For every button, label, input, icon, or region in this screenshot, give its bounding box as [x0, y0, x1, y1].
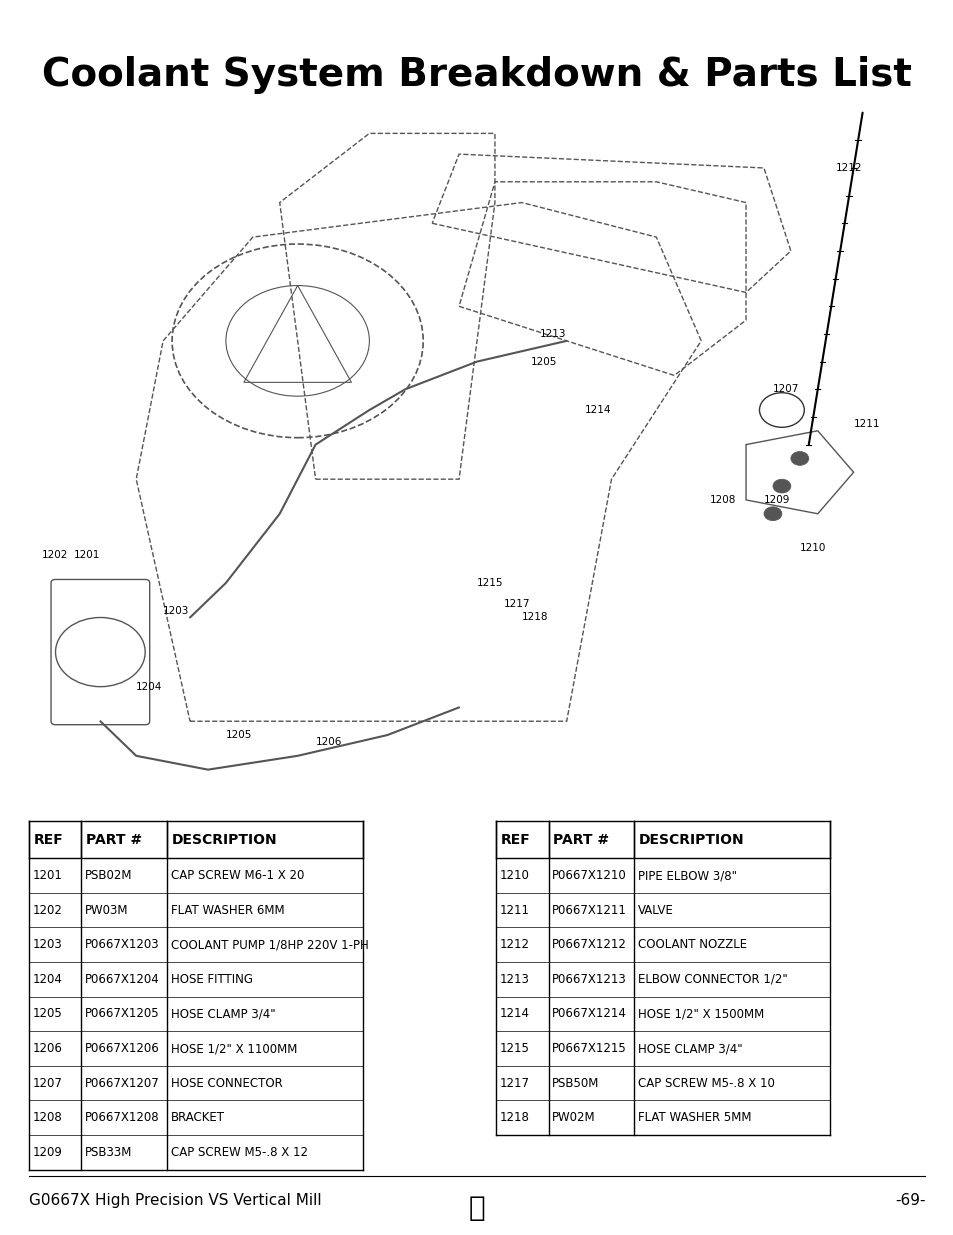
Text: 1209: 1209	[32, 1146, 62, 1158]
Text: 1202: 1202	[42, 551, 69, 561]
Text: 1217: 1217	[503, 599, 530, 609]
Text: BRACKET: BRACKET	[171, 1112, 225, 1124]
Text: PSB50M: PSB50M	[552, 1077, 599, 1089]
Text: P0667X1213: P0667X1213	[552, 973, 626, 986]
Text: 1215: 1215	[499, 1042, 529, 1055]
Text: FLAT WASHER 5MM: FLAT WASHER 5MM	[638, 1112, 751, 1124]
Text: 1208: 1208	[709, 495, 736, 505]
Text: 1218: 1218	[499, 1112, 529, 1124]
Text: HOSE 1/2" X 1500MM: HOSE 1/2" X 1500MM	[638, 1008, 763, 1020]
Text: PIPE ELBOW 3/8": PIPE ELBOW 3/8"	[638, 869, 737, 882]
Text: P0667X1214: P0667X1214	[552, 1008, 626, 1020]
Text: 1214: 1214	[499, 1008, 529, 1020]
Circle shape	[790, 452, 808, 466]
Text: 🐻: 🐻	[468, 1194, 485, 1221]
Text: HOSE CLAMP 3/4": HOSE CLAMP 3/4"	[638, 1042, 742, 1055]
Text: 1212: 1212	[499, 939, 529, 951]
Text: COOLANT PUMP 1/8HP 220V 1-PH: COOLANT PUMP 1/8HP 220V 1-PH	[171, 939, 368, 951]
Text: 1201: 1201	[32, 869, 62, 882]
Text: PART #: PART #	[86, 832, 142, 847]
Circle shape	[763, 506, 781, 521]
Text: PSB02M: PSB02M	[85, 869, 132, 882]
Text: P0667X1207: P0667X1207	[85, 1077, 159, 1089]
Text: 1218: 1218	[521, 613, 548, 622]
Text: COOLANT NOZZLE: COOLANT NOZZLE	[638, 939, 746, 951]
Text: 1214: 1214	[584, 405, 611, 415]
Text: P0667X1215: P0667X1215	[552, 1042, 626, 1055]
Text: 1210: 1210	[799, 543, 825, 553]
Text: 1204: 1204	[136, 682, 162, 692]
Text: P0667X1203: P0667X1203	[85, 939, 159, 951]
Text: VALVE: VALVE	[638, 904, 674, 916]
Text: Coolant System Breakdown & Parts List: Coolant System Breakdown & Parts List	[42, 56, 911, 94]
Text: ELBOW CONNECTOR 1/2": ELBOW CONNECTOR 1/2"	[638, 973, 787, 986]
Text: PART #: PART #	[553, 832, 609, 847]
Text: 1201: 1201	[73, 551, 100, 561]
Text: HOSE 1/2" X 1100MM: HOSE 1/2" X 1100MM	[171, 1042, 296, 1055]
Text: HOSE CONNECTOR: HOSE CONNECTOR	[171, 1077, 282, 1089]
Text: CAP SCREW M5-.8 X 12: CAP SCREW M5-.8 X 12	[171, 1146, 308, 1158]
Text: 1211: 1211	[499, 904, 529, 916]
Text: P0667X1205: P0667X1205	[85, 1008, 159, 1020]
Text: PSB33M: PSB33M	[85, 1146, 132, 1158]
Text: 1203: 1203	[32, 939, 62, 951]
Text: REF: REF	[33, 832, 63, 847]
Text: P0667X1210: P0667X1210	[552, 869, 626, 882]
Text: CAP SCREW M5-.8 X 10: CAP SCREW M5-.8 X 10	[638, 1077, 774, 1089]
Text: 1206: 1206	[32, 1042, 62, 1055]
Text: P0667X1208: P0667X1208	[85, 1112, 159, 1124]
Text: 1209: 1209	[763, 495, 789, 505]
Text: P0667X1212: P0667X1212	[552, 939, 626, 951]
Text: 1204: 1204	[32, 973, 62, 986]
Text: 1203: 1203	[163, 605, 190, 615]
Text: HOSE CLAMP 3/4": HOSE CLAMP 3/4"	[171, 1008, 275, 1020]
Text: DESCRIPTION: DESCRIPTION	[172, 832, 277, 847]
Text: P0667X1211: P0667X1211	[552, 904, 626, 916]
Text: PW02M: PW02M	[552, 1112, 596, 1124]
Text: 1208: 1208	[32, 1112, 62, 1124]
Text: 1202: 1202	[32, 904, 62, 916]
Text: P0667X1204: P0667X1204	[85, 973, 159, 986]
Text: 1207: 1207	[772, 384, 799, 394]
Text: 1211: 1211	[853, 419, 880, 429]
Text: 1205: 1205	[226, 730, 252, 740]
Text: 1205: 1205	[32, 1008, 62, 1020]
Text: 1213: 1213	[539, 329, 566, 338]
Circle shape	[772, 479, 790, 493]
Text: 1212: 1212	[835, 163, 862, 173]
Text: P0667X1206: P0667X1206	[85, 1042, 159, 1055]
Text: 1217: 1217	[499, 1077, 529, 1089]
Text: 1205: 1205	[530, 357, 557, 367]
Text: 1213: 1213	[499, 973, 529, 986]
Text: 1210: 1210	[499, 869, 529, 882]
Text: -69-: -69-	[894, 1193, 924, 1208]
Text: FLAT WASHER 6MM: FLAT WASHER 6MM	[171, 904, 284, 916]
Text: 1206: 1206	[315, 737, 341, 747]
Text: DESCRIPTION: DESCRIPTION	[639, 832, 744, 847]
Text: 1215: 1215	[476, 578, 503, 588]
Text: G0667X High Precision VS Vertical Mill: G0667X High Precision VS Vertical Mill	[29, 1193, 321, 1208]
Text: PW03M: PW03M	[85, 904, 129, 916]
Text: CAP SCREW M6-1 X 20: CAP SCREW M6-1 X 20	[171, 869, 304, 882]
Text: REF: REF	[500, 832, 530, 847]
Text: HOSE FITTING: HOSE FITTING	[171, 973, 253, 986]
Text: 1207: 1207	[32, 1077, 62, 1089]
